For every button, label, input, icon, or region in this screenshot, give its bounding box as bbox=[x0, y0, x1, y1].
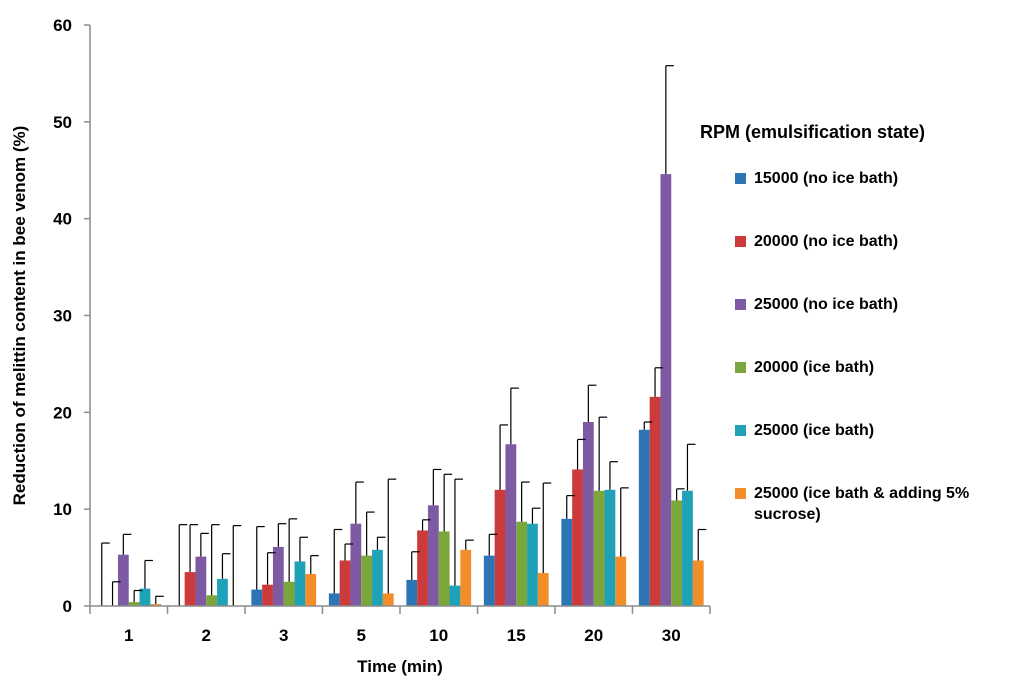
bar bbox=[649, 396, 661, 606]
bar bbox=[671, 500, 683, 606]
bar bbox=[339, 560, 351, 606]
bar bbox=[494, 489, 506, 606]
bar bbox=[283, 581, 295, 606]
bar bbox=[382, 593, 394, 606]
y-ticks-group: 0 10 20 30 40 50 60 bbox=[53, 16, 90, 616]
bar bbox=[604, 489, 616, 606]
legend-swatch bbox=[735, 425, 746, 436]
x-tick-label: 2 bbox=[202, 626, 211, 645]
bar bbox=[372, 549, 383, 606]
bar bbox=[660, 174, 672, 606]
bar bbox=[262, 584, 273, 606]
legend-label: 25000 (ice bath) bbox=[754, 422, 874, 439]
legend-label: 25000 (no ice bath) bbox=[754, 296, 898, 313]
y-tick-label: 50 bbox=[53, 113, 72, 132]
legend-label: 20000 (ice bath) bbox=[754, 359, 874, 376]
legend-label: 25000 (ice bath & adding 5% sucrose) bbox=[754, 485, 969, 523]
bar bbox=[195, 556, 207, 606]
y-tick-label: 40 bbox=[53, 210, 72, 229]
x-tick-label: 20 bbox=[584, 626, 603, 645]
bar bbox=[217, 578, 228, 606]
axes-group bbox=[89, 25, 710, 607]
x-tick-label: 15 bbox=[507, 626, 526, 645]
legend-swatch bbox=[735, 236, 746, 247]
legend-label: 15000 (no ice bath) bbox=[754, 170, 898, 187]
bar bbox=[184, 572, 196, 606]
bar bbox=[406, 579, 418, 606]
x-tick-label: 30 bbox=[662, 626, 681, 645]
bar bbox=[350, 523, 362, 606]
bar bbox=[251, 589, 263, 606]
bar bbox=[527, 523, 538, 606]
bar bbox=[150, 604, 162, 606]
y-axis-title: Reduction of melittin content in bee ven… bbox=[10, 126, 29, 506]
bar bbox=[572, 469, 583, 606]
bar bbox=[427, 505, 439, 606]
bar bbox=[272, 546, 284, 606]
legend-swatch bbox=[735, 362, 746, 373]
bar bbox=[328, 593, 340, 606]
y-tick-label: 10 bbox=[53, 500, 72, 519]
y-tick-label: 20 bbox=[53, 403, 72, 422]
bar bbox=[483, 555, 495, 606]
x-axis-title: Time (min) bbox=[357, 657, 443, 676]
legend-label: 20000 (no ice bath) bbox=[754, 233, 898, 250]
bar bbox=[682, 490, 693, 606]
x-tick-label: 1 bbox=[124, 626, 133, 645]
bar bbox=[128, 602, 140, 606]
bar bbox=[638, 429, 650, 606]
legend: RPM (emulsification state) 15000 (no ice… bbox=[700, 122, 969, 523]
bar bbox=[516, 521, 528, 606]
x-tick-label: 10 bbox=[429, 626, 448, 645]
bar bbox=[206, 595, 218, 606]
legend-swatch bbox=[735, 488, 746, 499]
legend-swatch bbox=[735, 299, 746, 310]
bar bbox=[438, 531, 450, 606]
bar bbox=[139, 588, 151, 606]
y-tick-label: 30 bbox=[53, 307, 72, 326]
legend-swatch bbox=[735, 173, 746, 184]
bar bbox=[537, 573, 549, 606]
bar bbox=[305, 574, 317, 606]
bar bbox=[593, 490, 605, 606]
bar bbox=[615, 556, 627, 606]
bars-group bbox=[117, 174, 704, 606]
bar bbox=[294, 561, 306, 606]
bar bbox=[692, 560, 704, 606]
legend-title: RPM (emulsification state) bbox=[700, 122, 925, 142]
error-bars-group bbox=[101, 65, 707, 606]
x-ticks-group: 1 2 3 5 10 15 20 30 bbox=[89, 606, 711, 645]
bar bbox=[582, 422, 594, 606]
x-tick-label: 5 bbox=[357, 626, 366, 645]
bar bbox=[361, 555, 373, 606]
bar bbox=[417, 530, 428, 606]
x-tick-label: 3 bbox=[279, 626, 288, 645]
y-tick-label: 0 bbox=[63, 597, 72, 616]
bar bbox=[505, 444, 517, 606]
bar bbox=[460, 549, 472, 606]
y-tick-label: 60 bbox=[53, 16, 72, 35]
bar bbox=[449, 585, 461, 606]
bar bbox=[561, 518, 573, 606]
bar bbox=[117, 554, 129, 606]
